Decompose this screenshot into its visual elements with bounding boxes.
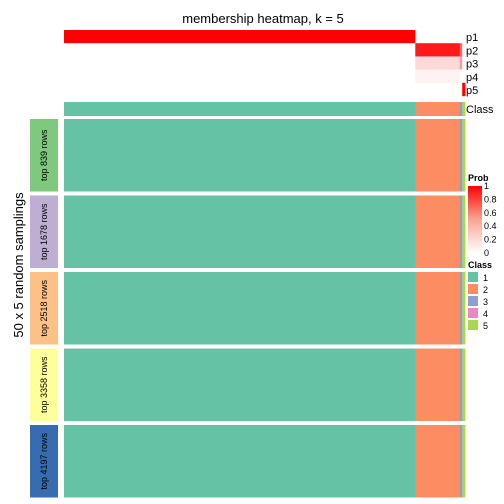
prob-track-p3-class-1 <box>64 56 416 70</box>
row-group-label-5: top 4197 rows <box>39 432 49 489</box>
prob-track-label-p1: p1 <box>466 32 478 44</box>
heatmap-block-5-class-2 <box>415 425 461 498</box>
class-legend: Class 1 2 3 4 5 <box>468 260 492 331</box>
row-group-label-4: top 3358 rows <box>39 356 49 413</box>
class-track-segment-5 <box>462 102 466 116</box>
y-axis-label: 50 x 5 random samplings <box>11 192 26 338</box>
class-track-segment-3 <box>459 102 463 116</box>
heatmap-block-2-class-2 <box>415 195 461 268</box>
prob-legend-ticks: 1 0.8 0.6 0.4 0.2 0 <box>484 181 497 258</box>
class-legend-label-5: 5 <box>483 321 488 331</box>
heatmap-block-2-class-3 <box>459 195 463 268</box>
class-legend-swatch-5 <box>468 320 478 330</box>
prob-track-p5-class-2 <box>415 82 461 97</box>
prob-track-p2-class-3 <box>459 43 463 57</box>
heatmap-block-4-class-2 <box>415 348 461 421</box>
prob-track-p3-class-5 <box>462 56 466 70</box>
row-group-label-3: top 2518 rows <box>39 279 49 336</box>
heatmap-block-5-class-1 <box>64 425 416 498</box>
prob-track-label-p2: p2 <box>466 45 478 57</box>
prob-legend-tick-0.4: 0.4 <box>484 221 497 231</box>
prob-track-p2-class-1 <box>64 43 416 57</box>
heatmap-block-5-class-5 <box>462 425 466 498</box>
prob-track-p3-class-2 <box>415 56 461 70</box>
heatmap-block-1-class-5 <box>462 119 466 192</box>
heatmap-block-2-class-1 <box>64 195 416 268</box>
heatmap-block-3-class-1 <box>64 272 416 345</box>
class-legend-swatch-3 <box>468 296 478 306</box>
row-group-blocks: top 839 rows top 1678 rows top 2518 rows to… <box>30 119 466 498</box>
prob-legend-colorbar <box>468 186 482 253</box>
heatmap-block-3-class-5 <box>462 272 466 345</box>
class-track-segment-1 <box>64 102 416 116</box>
prob-track-p3-class-3 <box>459 56 463 70</box>
prob-legend-tick-1: 1 <box>484 181 489 191</box>
row-group-label-box-3 <box>30 272 58 345</box>
prob-legend-tick-0.8: 0.8 <box>484 194 497 204</box>
heatmap-block-2-class-5 <box>462 195 466 268</box>
class-legend-swatch-2 <box>468 284 478 294</box>
heatmap-block-3-class-3 <box>459 272 463 345</box>
probability-tracks <box>64 30 466 97</box>
class-track-segment-2 <box>415 102 461 116</box>
class-track-label: Class <box>466 104 494 116</box>
class-legend-label-4: 4 <box>483 309 488 319</box>
heatmap-block-4-class-3 <box>459 348 463 421</box>
class-legend-swatch-4 <box>468 308 478 318</box>
prob-track-p4-class-3 <box>459 69 463 83</box>
prob-track-p1-class-5 <box>462 30 466 44</box>
class-legend-items: 1 2 3 4 5 <box>468 272 488 331</box>
prob-track-p1-class-3 <box>459 30 463 44</box>
prob-track-p5-class-3 <box>459 82 463 97</box>
heatmap-block-1-class-3 <box>459 119 463 192</box>
prob-track-p1-class-1 <box>64 30 416 44</box>
chart-title: membership heatmap, k = 5 <box>182 11 344 26</box>
prob-legend: Prob 1 0.8 0.6 0.4 0.2 0 <box>468 173 497 258</box>
prob-legend-tick-0: 0 <box>484 248 489 258</box>
class-annotation-track <box>64 102 466 116</box>
prob-track-p4-class-2 <box>415 69 461 83</box>
prob-track-label-p3: p3 <box>466 59 478 71</box>
prob-legend-title: Prob <box>468 173 489 183</box>
heatmap-block-4-class-5 <box>462 348 466 421</box>
class-legend-title: Class <box>468 260 492 270</box>
prob-legend-tick-0.6: 0.6 <box>484 208 497 218</box>
prob-legend-tick-0.2: 0.2 <box>484 235 497 245</box>
prob-track-p4-class-5 <box>462 69 466 83</box>
heatmap-block-5-class-3 <box>459 425 463 498</box>
row-group-label-box-1 <box>30 119 58 192</box>
heatmap-block-3-class-2 <box>415 272 461 345</box>
prob-track-p5-class-5 <box>462 82 466 97</box>
class-legend-label-1: 1 <box>483 273 488 283</box>
class-legend-label-3: 3 <box>483 297 488 307</box>
heatmap-block-1-class-2 <box>415 119 461 192</box>
row-group-label-2: top 1678 rows <box>39 203 49 260</box>
prob-track-p1-class-2 <box>415 30 461 44</box>
prob-track-p2-class-5 <box>462 43 466 57</box>
prob-track-p5-class-1 <box>64 82 416 97</box>
row-group-label-box-2 <box>30 195 58 268</box>
class-legend-label-2: 2 <box>483 285 488 295</box>
row-group-label-box-4 <box>30 348 58 421</box>
row-group-label-1: top 839 rows <box>39 129 49 181</box>
prob-track-p4-class-1 <box>64 69 416 83</box>
prob-track-label-p5: p5 <box>466 85 478 97</box>
row-group-label-box-5 <box>30 425 58 498</box>
heatmap-block-1-class-1 <box>64 119 416 192</box>
heatmap-block-4-class-1 <box>64 348 416 421</box>
prob-track-p2-class-2 <box>415 43 461 57</box>
prob-track-label-p4: p4 <box>466 72 478 84</box>
class-legend-swatch-1 <box>468 272 478 282</box>
